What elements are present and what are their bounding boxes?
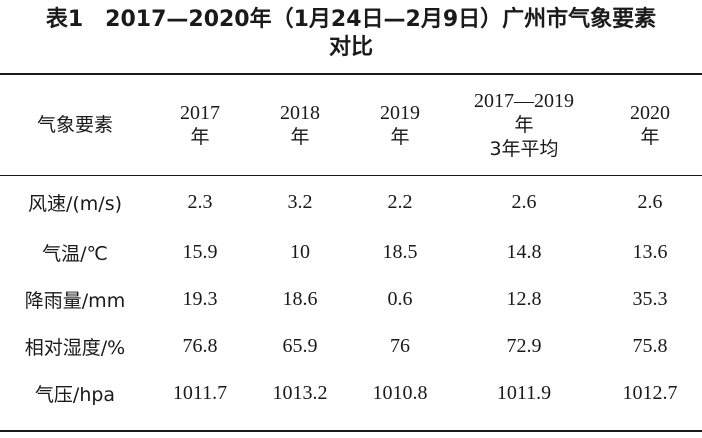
table-cell: 15.9	[182, 241, 218, 263]
weather-comparison-table: 气象要素 2017 年 2018 年 2019 年 2017—2019 年 3年…	[0, 75, 702, 417]
column-header-2020: 2020 年	[598, 75, 702, 175]
caption-line-1: 表1 2017—2020年（1月24日—2月9日）广州市气象要素	[45, 7, 657, 32]
table-cell: 76.8	[182, 335, 218, 357]
table-row-rainfall: 降雨量/mm 19.3 18.6 0.6 12.8 35.3	[0, 276, 702, 323]
column-header-unit: 年	[190, 126, 210, 148]
row-label: 降雨量/mm	[24, 290, 126, 312]
header-row: 气象要素 2017 年 2018 年 2019 年 2017—2019 年 3年…	[0, 75, 702, 175]
table-cell: 2.6	[511, 190, 537, 213]
column-header-2017-2019-average: 2017—2019 年 3年平均	[450, 75, 598, 175]
table-cell: 2.3	[187, 190, 213, 213]
column-header-unit: 年	[640, 126, 660, 148]
table-cell: 19.3	[182, 288, 218, 310]
table-cell: 10	[290, 241, 310, 263]
column-header-2018: 2018 年	[250, 75, 350, 175]
column-header-2019: 2019 年	[350, 75, 450, 175]
column-header-year: 2020	[630, 102, 670, 124]
table-row-air-pressure: 气压/hpa 1011.7 1013.2 1010.8 1011.9 1012.…	[0, 370, 702, 417]
corner-header: 气象要素	[36, 114, 113, 136]
table-cell: 1012.7	[622, 382, 678, 404]
table-cell: 13.6	[632, 241, 668, 263]
table-cell: 12.8	[506, 288, 542, 310]
top-rule	[0, 73, 702, 75]
table-cell: 72.9	[506, 335, 542, 357]
column-header-year: 2017	[180, 102, 220, 124]
table-cell: 18.5	[382, 241, 418, 263]
column-header-note: 3年平均	[489, 138, 559, 160]
column-header-year: 2018	[280, 102, 320, 124]
column-header-year: 2017—2019	[474, 90, 574, 112]
column-header-unit: 年	[514, 114, 534, 136]
column-header-unit: 年	[290, 126, 310, 148]
table-cell: 3.2	[287, 190, 313, 213]
table-caption: 表1 2017—2020年（1月24日—2月9日）广州市气象要素 对比	[0, 6, 702, 62]
column-header-unit: 年	[390, 126, 410, 148]
table-cell: 76	[390, 335, 410, 357]
table-row-relative-humidity: 相对湿度/% 76.8 65.9 76 72.9 75.8	[0, 323, 702, 370]
table-cell: 1011.7	[172, 382, 228, 404]
table-cell: 65.9	[282, 335, 318, 357]
table-cell: 1011.9	[496, 382, 552, 404]
table-row-temperature: 气温/℃ 15.9 10 18.5 14.8 13.6	[0, 229, 702, 276]
column-header-2017: 2017 年	[150, 75, 250, 175]
caption-line-2: 对比	[328, 35, 373, 60]
bottom-rule	[0, 430, 702, 432]
row-label: 相对湿度/%	[24, 337, 126, 359]
table-cell: 2.6	[637, 190, 663, 213]
table-cell: 1013.2	[272, 382, 328, 404]
table-cell: 75.8	[632, 335, 668, 357]
table-row-wind-speed: 风速/(m/s) 2.3 3.2 2.2 2.6 2.6	[0, 175, 702, 229]
table-cell: 1010.8	[372, 382, 428, 404]
table-cell: 0.6	[387, 288, 413, 310]
table-cell: 2.2	[387, 190, 413, 213]
header-rule	[0, 175, 702, 176]
row-label: 气压/hpa	[34, 384, 116, 406]
row-label: 气温/℃	[42, 243, 108, 265]
column-header-year: 2019	[380, 102, 420, 124]
table-cell: 35.3	[632, 288, 668, 310]
row-label: 风速/(m/s)	[27, 192, 123, 215]
table-cell: 14.8	[506, 241, 542, 263]
table-cell: 18.6	[282, 288, 318, 310]
